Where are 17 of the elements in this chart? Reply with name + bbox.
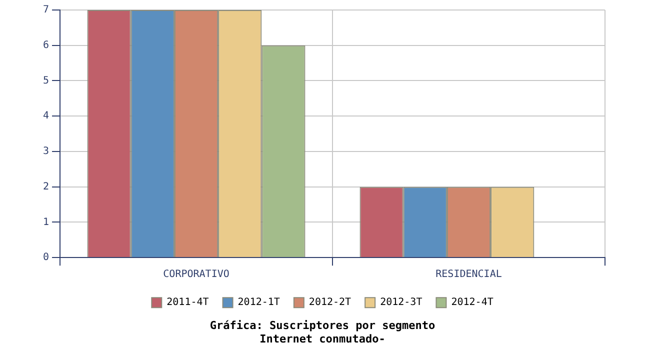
y-tick-label: 1 bbox=[42, 216, 50, 228]
y-tick-label: 5 bbox=[42, 75, 50, 86]
legend-label: 2012-3T bbox=[380, 297, 422, 308]
legend-label: 2012-2T bbox=[308, 297, 352, 308]
y-tick-label: 7 bbox=[42, 4, 50, 16]
y-tick-label: 4 bbox=[42, 110, 50, 122]
y-tick-label: 0 bbox=[42, 252, 50, 264]
text: Internet conmutado- bbox=[260, 332, 386, 346]
legend-label: 2012-4T bbox=[451, 297, 494, 308]
y-tick-label: 3 bbox=[42, 146, 50, 158]
x-tick-label: CORPORATIVO bbox=[163, 269, 230, 280]
legend-label: 2011-4T bbox=[166, 297, 209, 308]
text: Gráfica: Suscriptores por segmento bbox=[210, 319, 436, 332]
x-tick-label: RESIDENCIAL bbox=[436, 269, 502, 280]
y-tick-label: 6 bbox=[42, 40, 50, 51]
y-tick-label: 2 bbox=[42, 181, 50, 192]
legend-label: 2012-1T bbox=[238, 297, 280, 308]
